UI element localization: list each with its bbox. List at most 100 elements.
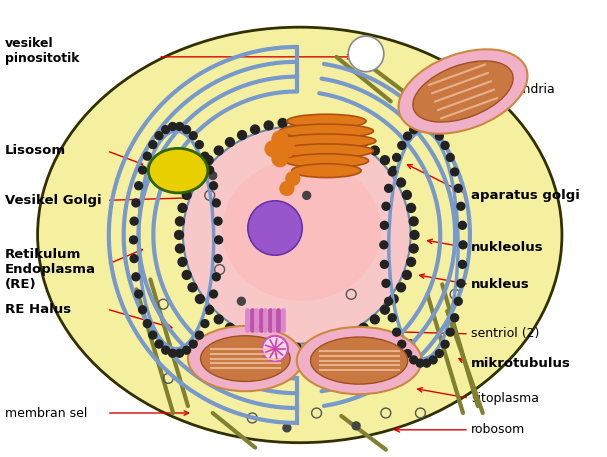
Text: aparatus golgi: aparatus golgi bbox=[471, 189, 580, 202]
Ellipse shape bbox=[38, 27, 562, 443]
Circle shape bbox=[381, 260, 388, 268]
Circle shape bbox=[132, 199, 140, 207]
Text: mitokondria: mitokondria bbox=[481, 83, 555, 96]
Circle shape bbox=[334, 336, 343, 345]
Ellipse shape bbox=[285, 154, 368, 168]
Circle shape bbox=[416, 359, 424, 367]
Circle shape bbox=[135, 182, 143, 190]
Circle shape bbox=[334, 125, 343, 134]
Circle shape bbox=[320, 340, 330, 349]
Circle shape bbox=[209, 172, 217, 180]
Circle shape bbox=[272, 131, 288, 147]
Circle shape bbox=[385, 298, 393, 305]
Circle shape bbox=[347, 330, 356, 339]
Circle shape bbox=[149, 141, 157, 149]
Ellipse shape bbox=[248, 201, 302, 255]
Circle shape bbox=[214, 255, 222, 263]
Circle shape bbox=[407, 340, 415, 348]
Circle shape bbox=[264, 340, 273, 349]
Circle shape bbox=[201, 152, 209, 160]
Circle shape bbox=[446, 328, 454, 336]
Circle shape bbox=[265, 141, 281, 157]
Circle shape bbox=[450, 314, 459, 322]
Circle shape bbox=[457, 279, 465, 287]
Circle shape bbox=[396, 283, 405, 292]
Circle shape bbox=[381, 305, 389, 314]
Circle shape bbox=[389, 295, 398, 303]
Circle shape bbox=[175, 349, 183, 357]
Circle shape bbox=[404, 350, 412, 357]
Circle shape bbox=[450, 168, 459, 176]
Circle shape bbox=[215, 236, 223, 244]
Circle shape bbox=[286, 172, 300, 186]
Circle shape bbox=[169, 122, 177, 130]
Circle shape bbox=[169, 349, 177, 357]
Circle shape bbox=[212, 273, 220, 281]
Circle shape bbox=[348, 36, 384, 72]
Circle shape bbox=[189, 132, 197, 140]
Circle shape bbox=[237, 131, 246, 139]
Text: nukleolus: nukleolus bbox=[471, 241, 543, 254]
Circle shape bbox=[195, 295, 205, 303]
Circle shape bbox=[204, 156, 213, 165]
Circle shape bbox=[307, 342, 316, 351]
Circle shape bbox=[435, 132, 443, 140]
Ellipse shape bbox=[148, 149, 208, 193]
Circle shape bbox=[278, 118, 287, 128]
Circle shape bbox=[396, 178, 405, 187]
Circle shape bbox=[454, 184, 462, 192]
Text: Vesikel Golgi: Vesikel Golgi bbox=[5, 194, 101, 207]
Circle shape bbox=[225, 138, 234, 147]
Circle shape bbox=[409, 244, 418, 253]
Circle shape bbox=[352, 422, 360, 430]
Ellipse shape bbox=[279, 144, 373, 158]
Circle shape bbox=[188, 178, 197, 187]
Circle shape bbox=[382, 202, 390, 210]
Circle shape bbox=[407, 257, 416, 266]
Circle shape bbox=[251, 125, 260, 134]
Circle shape bbox=[206, 166, 214, 174]
Circle shape bbox=[214, 146, 223, 155]
Circle shape bbox=[251, 336, 260, 345]
Circle shape bbox=[209, 290, 217, 298]
Circle shape bbox=[135, 290, 143, 298]
Circle shape bbox=[385, 184, 393, 192]
Circle shape bbox=[359, 323, 368, 332]
Circle shape bbox=[155, 132, 163, 140]
Circle shape bbox=[237, 330, 246, 339]
Circle shape bbox=[441, 142, 449, 149]
Circle shape bbox=[283, 424, 291, 432]
Ellipse shape bbox=[277, 134, 376, 148]
Circle shape bbox=[272, 151, 288, 167]
Circle shape bbox=[138, 306, 146, 314]
Circle shape bbox=[132, 273, 140, 281]
Ellipse shape bbox=[398, 49, 527, 133]
Circle shape bbox=[398, 340, 405, 348]
Circle shape bbox=[416, 122, 424, 130]
Circle shape bbox=[404, 132, 412, 140]
Circle shape bbox=[370, 146, 379, 155]
Circle shape bbox=[175, 230, 183, 239]
Circle shape bbox=[458, 221, 466, 229]
Circle shape bbox=[454, 298, 462, 305]
Circle shape bbox=[293, 118, 301, 127]
Circle shape bbox=[225, 323, 234, 332]
Circle shape bbox=[206, 306, 214, 314]
Circle shape bbox=[280, 181, 294, 195]
Circle shape bbox=[195, 331, 203, 339]
Circle shape bbox=[178, 203, 187, 213]
Circle shape bbox=[161, 346, 169, 354]
Circle shape bbox=[422, 359, 430, 367]
Ellipse shape bbox=[200, 336, 290, 382]
Circle shape bbox=[410, 356, 418, 364]
Circle shape bbox=[175, 244, 185, 253]
Ellipse shape bbox=[183, 126, 410, 344]
Text: membran sel: membran sel bbox=[5, 407, 87, 420]
Ellipse shape bbox=[311, 337, 408, 384]
Circle shape bbox=[303, 191, 311, 199]
Circle shape bbox=[402, 271, 412, 279]
Text: vesikel
pinositotik: vesikel pinositotik bbox=[5, 37, 80, 65]
Circle shape bbox=[183, 346, 191, 354]
Circle shape bbox=[237, 297, 245, 305]
Circle shape bbox=[130, 236, 138, 244]
